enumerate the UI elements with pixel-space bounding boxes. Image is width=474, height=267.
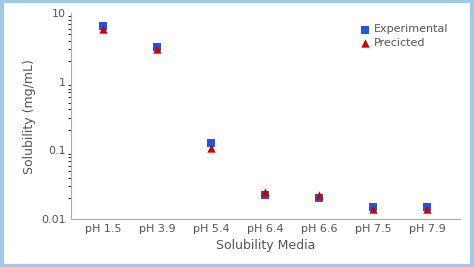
X-axis label: Solubility Media: Solubility Media bbox=[216, 239, 315, 252]
Y-axis label: Solubility (mg/mL): Solubility (mg/mL) bbox=[23, 59, 36, 174]
Precicted bbox=[208, 146, 215, 150]
Experimental bbox=[208, 140, 215, 145]
Precicted bbox=[100, 26, 107, 31]
Precicted bbox=[370, 207, 377, 211]
Precicted bbox=[262, 190, 269, 194]
Precicted bbox=[424, 207, 431, 211]
Experimental bbox=[316, 196, 323, 201]
Precicted bbox=[316, 193, 323, 198]
Precicted bbox=[154, 47, 161, 51]
Experimental bbox=[100, 24, 107, 28]
Experimental bbox=[370, 205, 377, 209]
Legend: Experimental, Precicted: Experimental, Precicted bbox=[356, 19, 454, 53]
Experimental bbox=[424, 205, 431, 209]
Experimental bbox=[154, 45, 161, 49]
Experimental bbox=[262, 193, 269, 198]
